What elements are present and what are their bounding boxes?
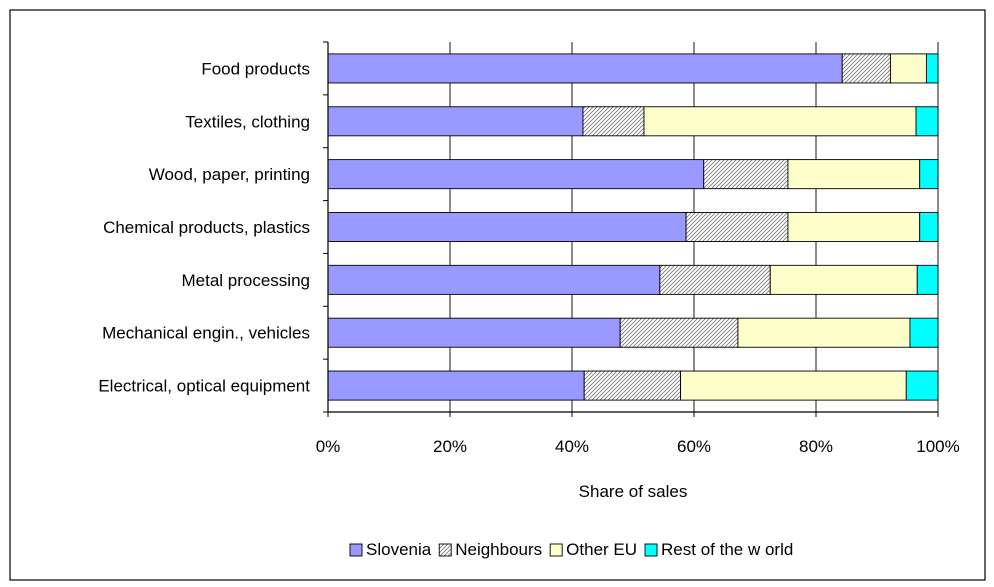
x-tick-label: 60% xyxy=(677,437,711,456)
bar-segment-neighbours xyxy=(583,370,682,401)
bar-segment-other-eu xyxy=(889,53,927,84)
x-tick-label: 20% xyxy=(433,437,467,456)
x-tick-label: 40% xyxy=(555,437,589,456)
bar-segment-neighbours xyxy=(685,212,789,242)
x-axis-title: Share of sales xyxy=(579,482,688,501)
bar-segment-rest-of-the-w-orld xyxy=(925,53,939,84)
legend-entry: Other EU xyxy=(566,540,637,559)
bar-segment-rest-of-the-w-orld xyxy=(919,159,939,190)
bar-segment-rest-of-the-w-orld xyxy=(905,370,939,401)
bar-segment-slovenia xyxy=(327,212,687,242)
legend-entry: Slovenia xyxy=(366,540,432,559)
bar-segment-slovenia xyxy=(327,317,621,348)
bar-segment-rest-of-the-w-orld xyxy=(909,317,939,348)
bar-segment-other-eu xyxy=(680,370,907,401)
x-tick-label: 80% xyxy=(799,437,833,456)
x-tick-label: 100% xyxy=(916,437,959,456)
legend-swatch xyxy=(438,543,452,557)
legend-entry: Neighbours xyxy=(455,540,542,559)
bar-segment-slovenia xyxy=(327,53,843,84)
category-label: Chemical products, plastics xyxy=(103,218,310,237)
bar-segment-neighbours xyxy=(659,264,771,295)
bar-segment-rest-of-the-w-orld xyxy=(915,106,939,137)
bar-segment-other-eu xyxy=(769,264,918,295)
legend-swatch xyxy=(549,543,563,557)
legend-swatch xyxy=(349,543,363,557)
bar-segment-other-eu xyxy=(643,106,917,137)
legend-swatch xyxy=(644,543,658,557)
bar-segment-slovenia xyxy=(327,106,584,137)
category-label: Food products xyxy=(201,59,310,78)
bar-segment-slovenia xyxy=(327,370,585,401)
category-label: Metal processing xyxy=(181,271,310,290)
bar-segment-rest-of-the-w-orld xyxy=(916,264,939,295)
chart-frame xyxy=(9,9,986,581)
legend-entry: Rest of the w orld xyxy=(661,540,793,559)
category-label: Electrical, optical equipment xyxy=(98,377,310,396)
bar-segment-other-eu xyxy=(787,159,921,190)
category-label: Mechanical engin., vehicles xyxy=(102,324,310,343)
bar-segment-other-eu xyxy=(737,317,911,348)
bar-segment-rest-of-the-w-orld xyxy=(919,212,939,242)
bar-segment-neighbours xyxy=(841,53,891,84)
x-tick-label: 0% xyxy=(316,437,341,456)
category-label: Wood, paper, printing xyxy=(149,165,310,184)
bar-segment-neighbours xyxy=(582,106,645,137)
bar-segment-slovenia xyxy=(327,159,705,190)
bar-segment-neighbours xyxy=(619,317,739,348)
bar-segment-other-eu xyxy=(787,212,921,242)
category-label: Textiles, clothing xyxy=(185,112,310,131)
bar-segment-slovenia xyxy=(327,264,661,295)
bar-segment-neighbours xyxy=(703,159,789,190)
